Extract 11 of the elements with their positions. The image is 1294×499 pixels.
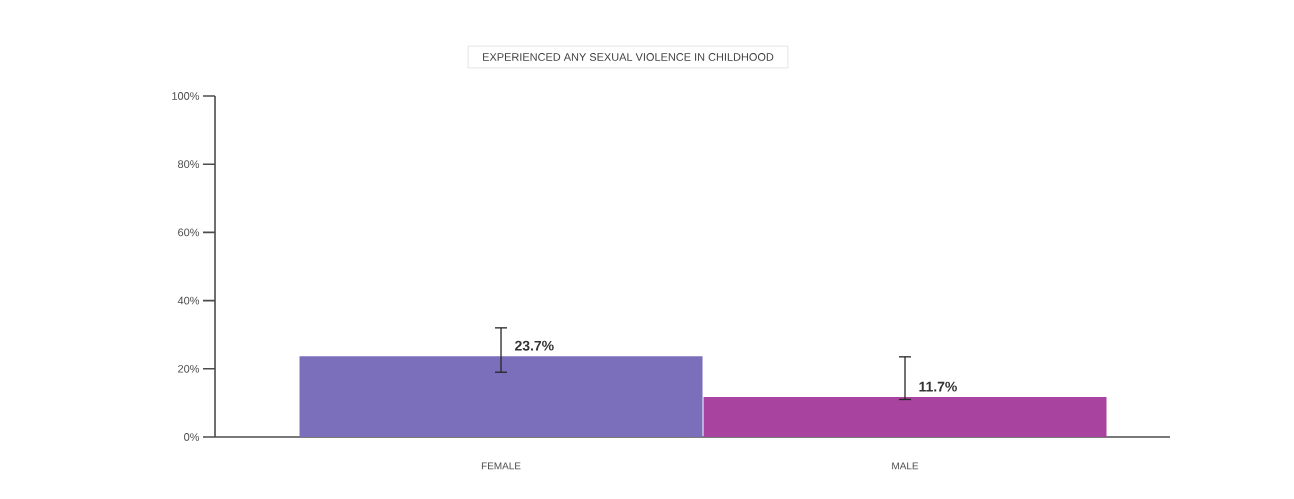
y-tick-label: 20% [178, 364, 200, 373]
x-tick-label: MALE [892, 462, 919, 470]
data-label: 11.7% [919, 381, 957, 392]
y-tick-label: 60% [178, 228, 200, 237]
y-tick-label: 0% [184, 433, 200, 441]
y-tick-label: 80% [178, 160, 200, 169]
data-label: 23.7% [515, 340, 554, 351]
y-tick-label: 100% [172, 92, 200, 100]
y-tick-label: 40% [177, 296, 200, 305]
chart-title: EXPERIENCED ANY SEXUAL VIOLENCE IN CHILDHOOD [483, 53, 774, 61]
x-tick-label: FEMALE [481, 462, 521, 470]
